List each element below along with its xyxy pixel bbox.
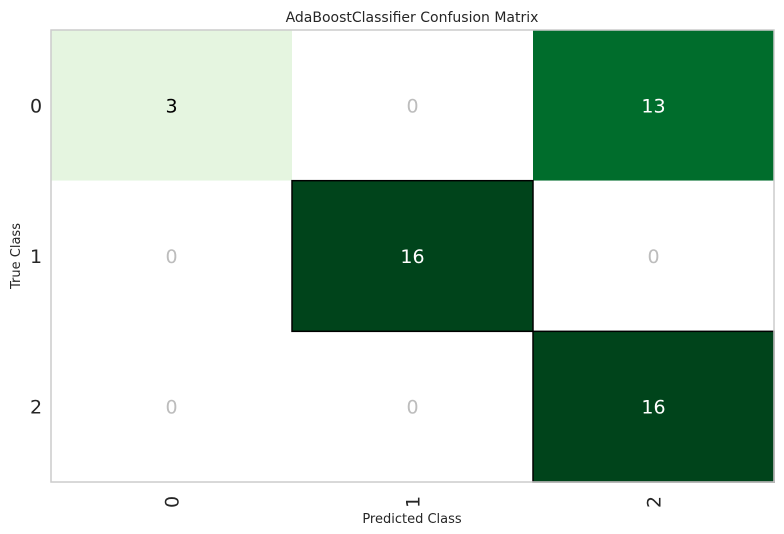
heatmap-cell-r2-c2: [533, 331, 774, 482]
cell-value-r0-c2: 13: [641, 95, 665, 117]
y-axis-label: True Class: [9, 223, 24, 290]
heatmap-cell-r0-c2: [533, 30, 774, 181]
x-tick-labels: 0 1 2: [162, 496, 666, 508]
cell-value-r2-c1: 0: [406, 397, 418, 419]
heatmap-cell-r0-c0: [51, 30, 292, 181]
heatmap-cell-r1-c1: [292, 180, 533, 332]
heatmap-cell-r1-c2: [533, 180, 774, 332]
y-tick-labels: 0 1 2: [30, 95, 42, 418]
x-tick-label-1: 1: [403, 496, 425, 508]
y-tick-label-1: 1: [30, 246, 42, 268]
plot-frame: [50, 29, 775, 483]
heatmap-cell-r1-c0: [51, 180, 292, 332]
x-tick-label-0: 0: [162, 496, 184, 508]
chart-title: AdaBoostClassifier Confusion Matrix: [286, 10, 539, 26]
cell-value-r1-c1: 16: [400, 246, 424, 268]
cell-value-r2-c2: 16: [641, 397, 665, 419]
cell-value-r0-c0: 3: [165, 95, 177, 117]
y-tick-label-0: 0: [30, 95, 42, 117]
cell-value-r1-c2: 0: [647, 246, 659, 268]
y-tick-label-2: 2: [30, 397, 42, 419]
heatmap-cell-labels: 3 0 13 0 16 0 0 0 16: [165, 95, 665, 418]
heatmap-cell-r2-c0: [51, 331, 292, 482]
cell-value-r1-c0: 0: [165, 246, 177, 268]
heatmap-cell-r0-c1: [292, 30, 533, 181]
cell-value-r2-c0: 0: [165, 397, 177, 419]
heatmap-cell-r2-c1: [292, 331, 533, 482]
cell-value-r0-c1: 0: [406, 95, 418, 117]
diagonal-border-1: [291, 179, 534, 333]
heatmap-cells: [51, 30, 774, 482]
x-tick-label-2: 2: [644, 496, 666, 508]
x-axis-label: Predicted Class: [362, 512, 462, 527]
